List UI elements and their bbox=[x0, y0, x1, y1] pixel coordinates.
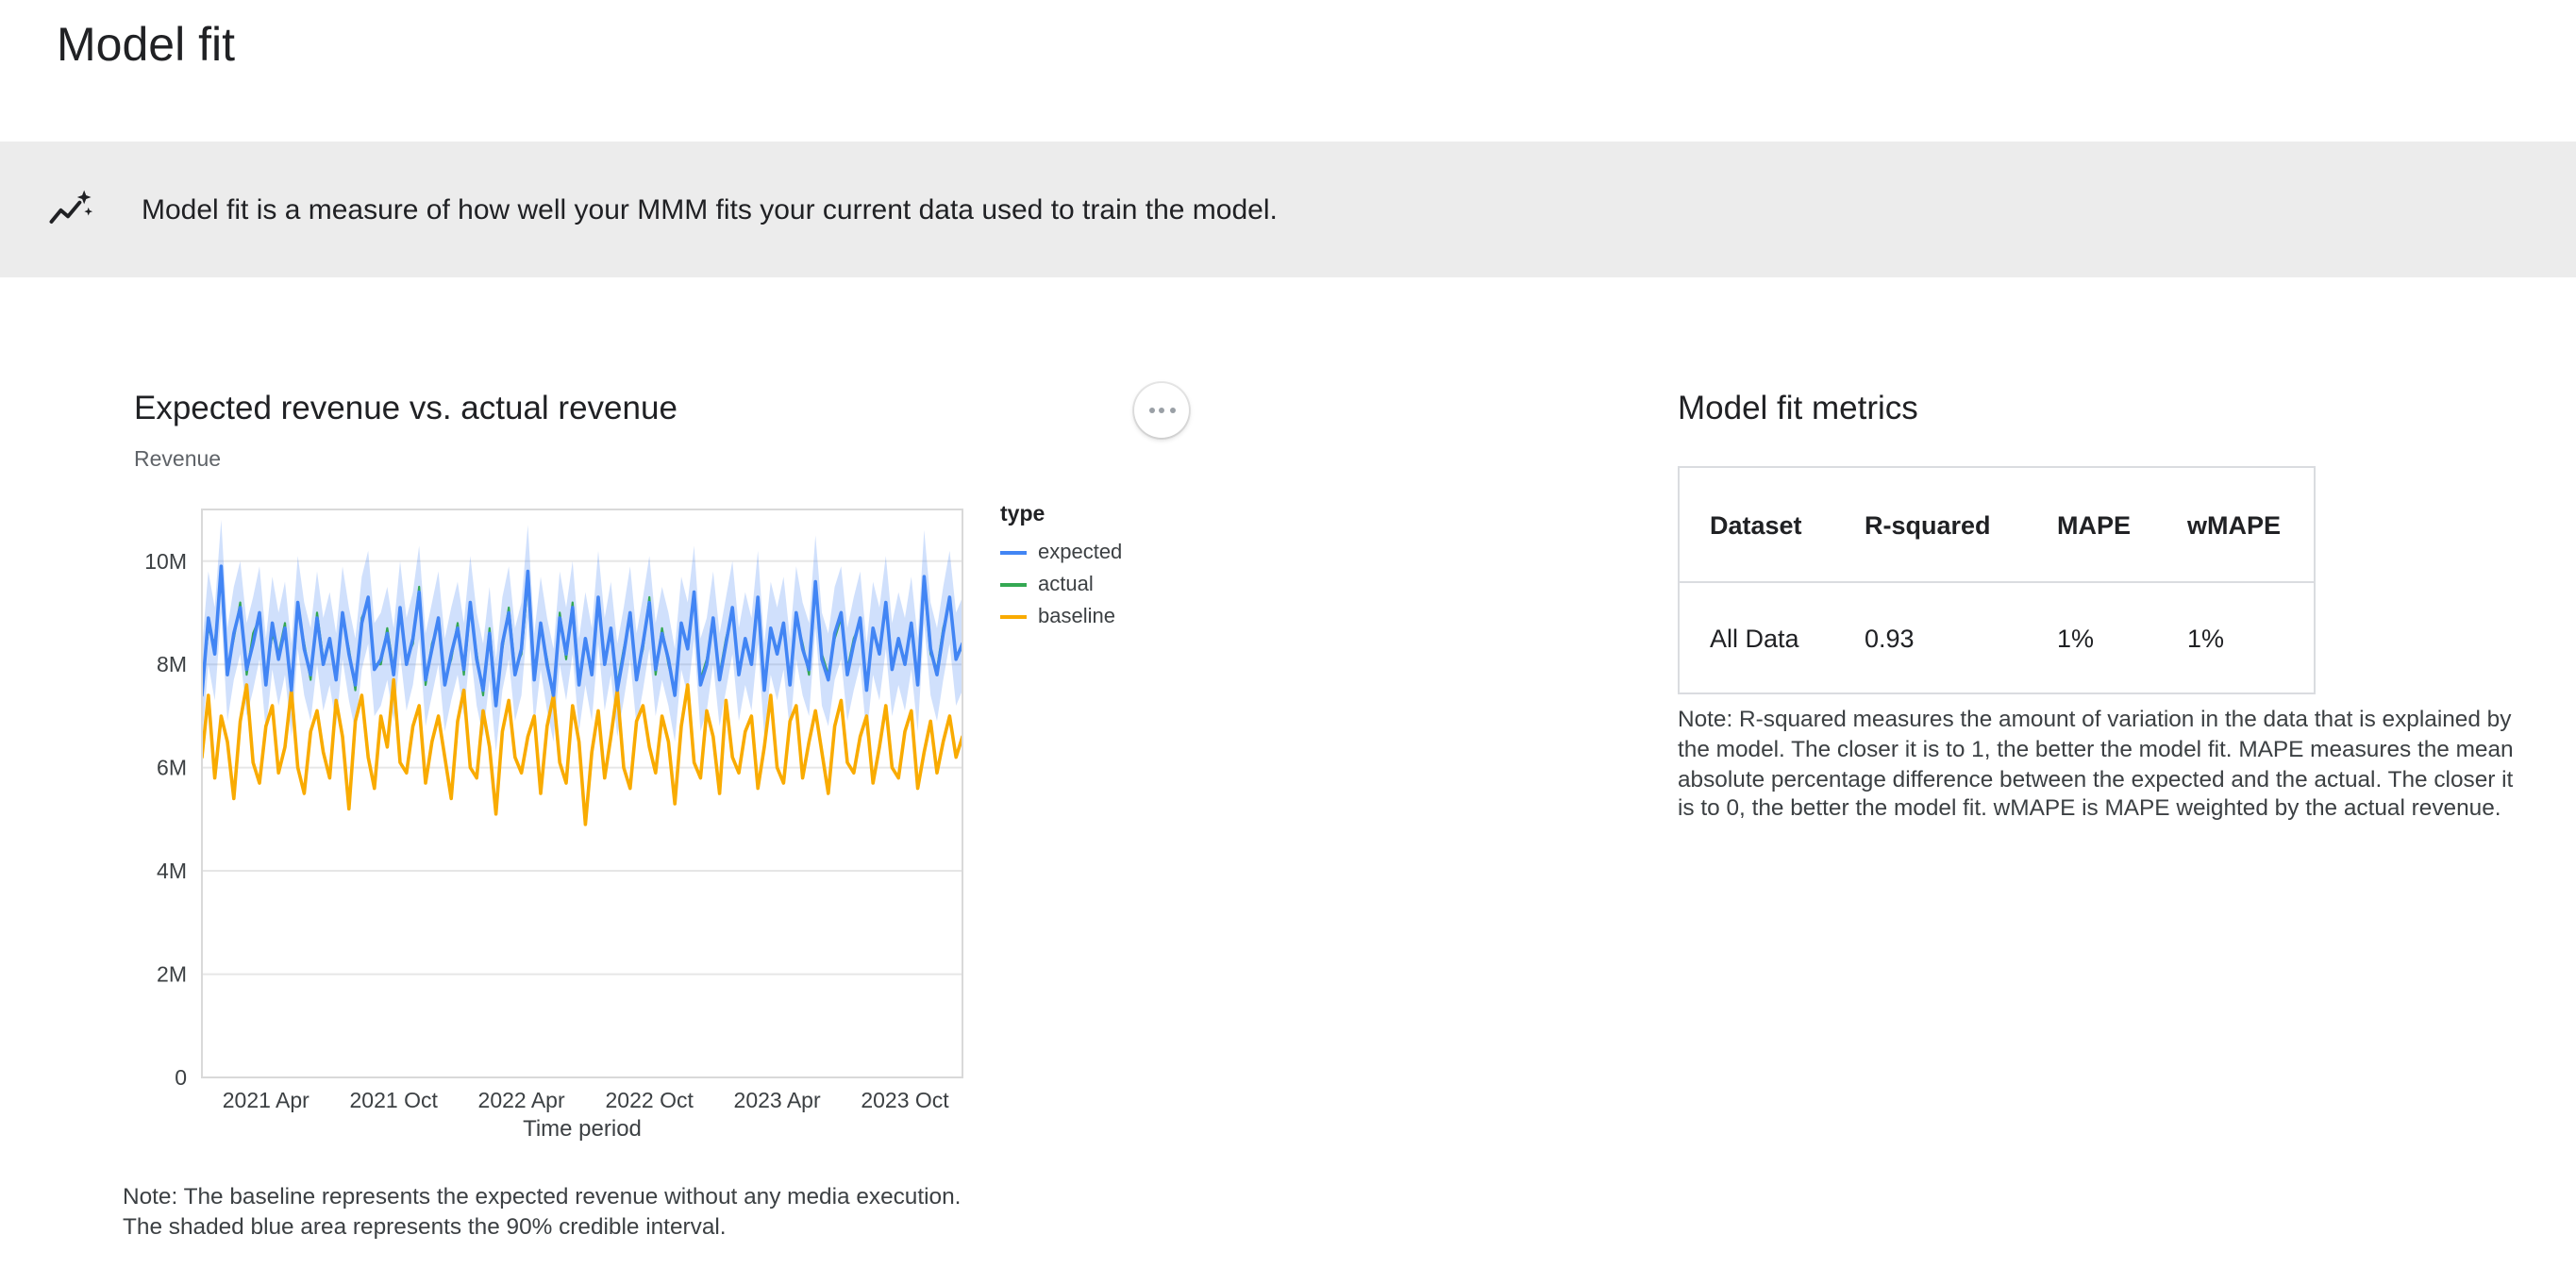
chart-note: Note: The baseline represents the expect… bbox=[123, 1181, 961, 1242]
revenue-chart: 0 2M 4M 6M 8M 10M 2021 Apr 2021 Oct 2022 Apr 2022… bbox=[115, 504, 1044, 1136]
more-options-icon bbox=[1148, 408, 1154, 413]
chart-title: Expected revenue vs. actual revenue bbox=[134, 389, 677, 426]
legend-item-actual: actual bbox=[1000, 574, 1122, 596]
column-header-r-squared: R-squared bbox=[1865, 510, 1991, 539]
chart-legend: type expected actual baseline bbox=[1000, 504, 1122, 628]
svg-text:2M: 2M bbox=[157, 962, 187, 987]
column-header-mape: MAPE bbox=[2057, 510, 2132, 539]
metrics-title: Model fit metrics bbox=[1678, 389, 1918, 426]
svg-text:8M: 8M bbox=[157, 652, 187, 676]
chart-note-line: The shaded blue area represents the 90% … bbox=[123, 1213, 727, 1240]
revenue-chart-svg: 0 2M 4M 6M 8M 10M 2021 Apr 2021 Oct 2022 Apr 2022… bbox=[144, 509, 963, 1112]
legend-label: actual bbox=[1038, 574, 1094, 596]
chart-more-options-button[interactable] bbox=[1134, 383, 1189, 438]
svg-text:6M: 6M bbox=[157, 756, 187, 780]
legend-swatch-actual bbox=[1000, 583, 1027, 587]
legend-swatch-expected bbox=[1000, 551, 1027, 555]
svg-text:10M: 10M bbox=[144, 549, 187, 574]
table-cell: 0.93 bbox=[1865, 624, 1915, 652]
column-header-dataset: Dataset bbox=[1710, 510, 1802, 539]
table-row: All Data 0.93 1% 1% bbox=[1680, 583, 2314, 692]
page-title: Model fit bbox=[57, 19, 235, 72]
table-cell: 1% bbox=[2057, 624, 2095, 652]
table-header-row: Dataset R-squared MAPE wMAPE bbox=[1680, 468, 2314, 583]
info-banner: Model fit is a measure of how well your … bbox=[0, 142, 2576, 277]
legend-item-expected: expected bbox=[1000, 542, 1122, 564]
legend-title: type bbox=[1000, 504, 1045, 526]
svg-text:2022 Oct: 2022 Oct bbox=[606, 1088, 694, 1112]
column-header-wmape: wMAPE bbox=[2187, 510, 2282, 539]
legend-label: baseline bbox=[1038, 606, 1115, 628]
svg-text:4M: 4M bbox=[157, 859, 187, 883]
svg-text:2021 Oct: 2021 Oct bbox=[350, 1088, 439, 1112]
chart-note-line: Note: The baseline represents the expect… bbox=[123, 1183, 962, 1210]
svg-text:2023 Apr: 2023 Apr bbox=[734, 1088, 821, 1112]
table-cell: All Data bbox=[1710, 624, 1799, 652]
model-fit-metrics-table: Dataset R-squared MAPE wMAPE All Data 0.93 1% 1… bbox=[1678, 466, 2316, 694]
banner-text: Model fit is a measure of how well your … bbox=[142, 193, 1278, 225]
svg-text:0: 0 bbox=[175, 1065, 187, 1090]
metrics-note: Note: R-squared measures the amount of v… bbox=[1678, 706, 2514, 822]
svg-text:2022 Apr: 2022 Apr bbox=[478, 1088, 565, 1112]
x-axis-title: Time period bbox=[523, 1115, 642, 1142]
table-cell: 1% bbox=[2187, 624, 2225, 652]
legend-swatch-baseline bbox=[1000, 615, 1027, 619]
y-axis-title: Revenue bbox=[134, 449, 222, 472]
legend-item-baseline: baseline bbox=[1000, 606, 1122, 628]
svg-text:2023 Oct: 2023 Oct bbox=[861, 1088, 949, 1112]
legend-label: expected bbox=[1038, 542, 1123, 564]
svg-text:2021 Apr: 2021 Apr bbox=[223, 1088, 309, 1112]
model-fit-sparkline-icon bbox=[45, 185, 94, 234]
